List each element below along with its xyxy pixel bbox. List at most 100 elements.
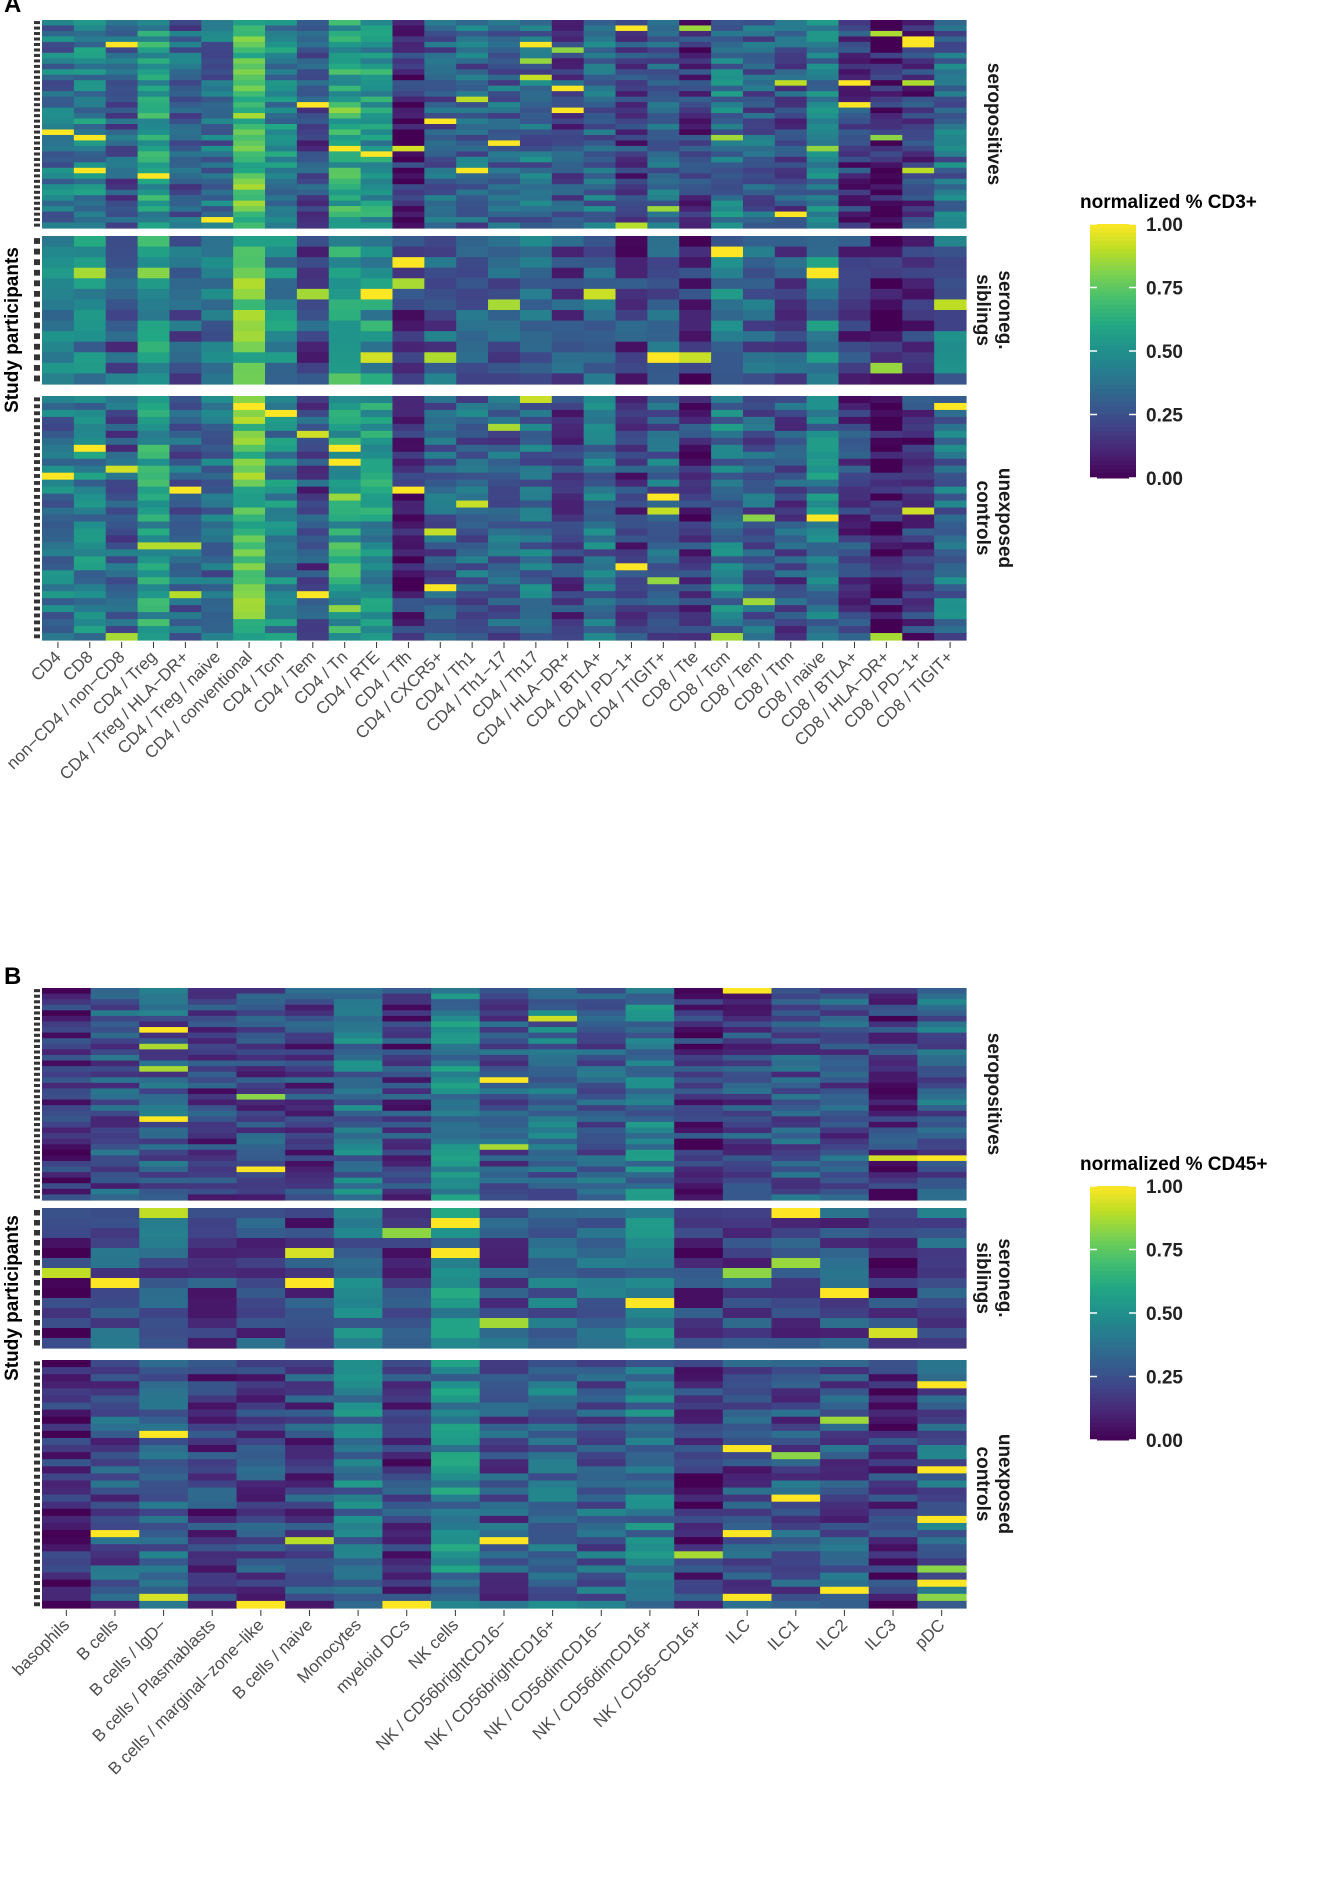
heatmap-cell xyxy=(679,134,712,142)
heatmap-cell xyxy=(774,288,808,301)
heatmap-cell xyxy=(742,96,776,103)
heatmap-cell xyxy=(236,1600,286,1609)
heatmap-cell xyxy=(236,1149,286,1156)
heatmap-cell xyxy=(528,1010,578,1017)
heatmap-cell xyxy=(647,58,680,65)
heatmap-cell xyxy=(333,1318,384,1329)
heatmap-cell xyxy=(868,1298,918,1309)
heatmap-cell xyxy=(42,1208,92,1219)
heatmap-cell xyxy=(870,416,903,425)
participant-tick xyxy=(34,174,40,178)
participant-tick xyxy=(34,1078,40,1082)
heatmap-cell xyxy=(285,1049,335,1056)
heatmap-cell xyxy=(820,1043,870,1050)
heatmap-cell xyxy=(870,184,903,191)
heatmap-cell xyxy=(431,1508,481,1517)
heatmap-cell xyxy=(674,1565,724,1574)
heatmap-cell xyxy=(519,591,553,599)
heatmap-cell xyxy=(265,486,298,495)
heatmap-cell xyxy=(73,211,107,218)
heatmap-cell xyxy=(236,1572,286,1581)
heatmap-cell xyxy=(105,472,139,481)
heatmap-cell xyxy=(647,85,680,92)
heatmap-cell xyxy=(42,1172,92,1179)
heatmap-cell xyxy=(456,373,489,385)
heatmap-cell xyxy=(674,1066,724,1073)
heatmap-cell xyxy=(771,1298,821,1309)
heatmap-cell xyxy=(169,25,202,32)
heatmap-cell xyxy=(139,1105,189,1112)
heatmap-cell xyxy=(90,1155,140,1162)
heatmap-cell xyxy=(360,605,394,613)
heatmap-cell xyxy=(73,85,107,92)
heatmap-cell xyxy=(360,402,394,411)
heatmap-cell xyxy=(488,352,521,364)
heatmap-cell xyxy=(551,500,585,509)
heatmap-cell xyxy=(917,988,967,995)
heatmap-cell xyxy=(583,591,617,599)
heatmap-cell xyxy=(488,257,521,269)
heatmap-cell xyxy=(328,96,362,103)
participant-tick xyxy=(34,322,40,329)
heatmap-cell xyxy=(139,1208,189,1219)
colorbar-step xyxy=(1090,473,1136,479)
heatmap-cell xyxy=(576,1155,627,1162)
heatmap-cell xyxy=(328,173,362,180)
heatmap-cell xyxy=(742,472,776,481)
heatmap-cell xyxy=(233,402,266,411)
colorbar-tick-label: 1.00 xyxy=(1146,1177,1183,1198)
heatmap-cell xyxy=(187,1105,238,1112)
heatmap-cell xyxy=(868,1416,918,1425)
heatmap-cell xyxy=(902,444,935,453)
heatmap-cell xyxy=(934,500,967,509)
heatmap-cell xyxy=(647,423,680,432)
heatmap-cell xyxy=(902,80,935,87)
heatmap-cell xyxy=(806,423,840,432)
heatmap-cell xyxy=(528,1423,578,1432)
heatmap-cell xyxy=(139,1537,189,1545)
participant-tick xyxy=(34,439,40,444)
heatmap-cell xyxy=(265,521,298,530)
heatmap-cell xyxy=(820,1077,870,1084)
heatmap-cell xyxy=(139,1466,189,1474)
heatmap-cell xyxy=(233,500,266,509)
heatmap-cell xyxy=(934,444,967,453)
heatmap-cell xyxy=(551,598,585,606)
heatmap-cell xyxy=(431,1060,481,1067)
heatmap-cell xyxy=(679,493,712,502)
heatmap-cell xyxy=(488,167,521,174)
participant-tick xyxy=(34,179,40,183)
heatmap-cell xyxy=(285,1228,335,1239)
heatmap-cell xyxy=(711,626,744,634)
heatmap-cell xyxy=(774,267,808,279)
heatmap-cell xyxy=(265,107,298,114)
heatmap-cell xyxy=(934,278,967,290)
heatmap-cell xyxy=(137,288,171,301)
heatmap-cell xyxy=(431,1177,481,1184)
heatmap-cell xyxy=(424,549,457,557)
heatmap-cell xyxy=(296,85,330,92)
heatmap-cell xyxy=(917,1416,967,1425)
heatmap-cell xyxy=(917,1572,967,1581)
colorbar-step xyxy=(1090,283,1136,288)
heatmap-cell xyxy=(774,184,808,191)
heatmap-cell xyxy=(917,1501,967,1510)
heatmap-cell xyxy=(679,549,712,557)
heatmap-cell xyxy=(647,184,680,191)
heatmap-cell xyxy=(647,535,680,543)
heatmap-cell xyxy=(722,1437,773,1446)
heatmap-cell xyxy=(169,222,202,229)
heatmap-cell xyxy=(576,1043,627,1050)
heatmap-cell xyxy=(42,1522,92,1531)
heatmap-cell xyxy=(868,1452,918,1460)
heatmap-cell xyxy=(333,1238,384,1249)
heatmap-panel-B: Bseropositivesseroneg.siblingsunexposedc… xyxy=(2,963,1267,1779)
heatmap-cell xyxy=(488,178,521,185)
heatmap-cell xyxy=(139,1423,189,1432)
heatmap-cell xyxy=(265,167,298,174)
heatmap-cell xyxy=(711,178,744,185)
panel-label: B xyxy=(4,963,21,990)
heatmap-cell xyxy=(265,556,298,564)
heatmap-cell xyxy=(139,1308,189,1319)
heatmap-cell xyxy=(551,156,585,163)
